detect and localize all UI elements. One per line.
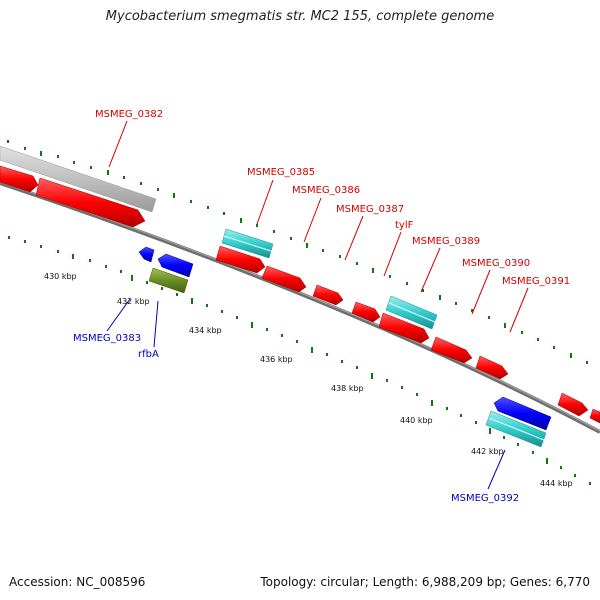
- cds-msmeg-0384[interactable]: [157, 253, 194, 278]
- cds-msmeg-0394[interactable]: [589, 408, 600, 424]
- cds-msmeg-0393[interactable]: [557, 392, 589, 417]
- cds-msmeg-0386[interactable]: [261, 265, 307, 293]
- scale-label-436: 436 kbp: [260, 355, 293, 364]
- cds-msmeg-0383[interactable]: [138, 246, 155, 263]
- label-msmeg-0385[interactable]: MSMEG_0385: [247, 167, 315, 178]
- forward-cds-track: [0, 165, 600, 424]
- cds-msmeg-0382[interactable]: [35, 177, 146, 228]
- scale-label-434: 434 kbp: [189, 326, 222, 335]
- scale-label-438: 438 kbp: [331, 384, 364, 393]
- label-msmeg-0389[interactable]: MSMEG_0389: [412, 236, 480, 247]
- scale-label-442: 442 kbp: [471, 447, 504, 456]
- genome-backbone: [0, 181, 600, 434]
- cds-msmeg-0381[interactable]: [0, 165, 39, 193]
- feature-msmeg-0382-gray[interactable]: [0, 145, 157, 213]
- genome-summary-text: Topology: circular; Length: 6,988,209 bp…: [260, 575, 590, 589]
- label-tylf[interactable]: tylF: [395, 220, 414, 231]
- label-msmeg-0387[interactable]: MSMEG_0387: [336, 204, 404, 215]
- cds-tylf[interactable]: [351, 301, 381, 323]
- label-msmeg-0382[interactable]: MSMEG_0382: [95, 109, 163, 120]
- scale-label-432: 432 kbp: [117, 297, 150, 306]
- map-title: Mycobacterium smegmatis str. MC2 155, co…: [105, 9, 495, 24]
- lower-tick-arc: [8, 236, 591, 485]
- label-leaders: [106, 120, 529, 490]
- cds-msmeg-0385[interactable]: [215, 245, 266, 274]
- label-msmeg-0390[interactable]: MSMEG_0390: [462, 258, 530, 269]
- label-msmeg-0383[interactable]: MSMEG_0383: [73, 333, 141, 344]
- rna-track: [221, 228, 547, 448]
- label-msmeg-0392[interactable]: MSMEG_0392: [451, 493, 519, 504]
- cds-msmeg-0390[interactable]: [430, 336, 473, 364]
- feature-rfba[interactable]: [148, 267, 189, 294]
- cds-msmeg-0387[interactable]: [312, 284, 344, 306]
- accession-text: Accession: NC_008596: [9, 575, 146, 589]
- cds-msmeg-0389[interactable]: [378, 312, 430, 344]
- upper-tick-arc: [7, 140, 588, 364]
- cds-msmeg-0392[interactable]: [493, 396, 552, 431]
- label-rfba[interactable]: rfbA: [138, 349, 159, 360]
- scale-label-440: 440 kbp: [400, 416, 433, 425]
- label-msmeg-0391[interactable]: MSMEG_0391: [502, 276, 570, 287]
- label-msmeg-0386[interactable]: MSMEG_0386: [292, 185, 360, 196]
- scale-label-444: 444 kbp: [540, 479, 573, 488]
- reverse-cds-track: [138, 246, 552, 431]
- scale-label-430: 430 kbp: [44, 272, 77, 281]
- cds-msmeg-0391[interactable]: [475, 355, 509, 380]
